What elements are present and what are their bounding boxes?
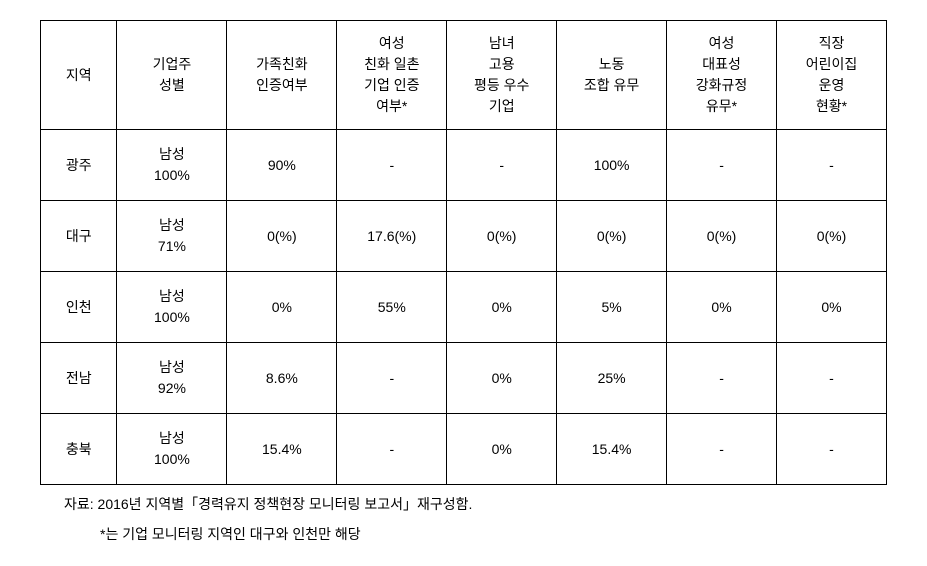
table-cell-women_rep: - [667, 130, 777, 201]
table-cell-women_rep: - [667, 343, 777, 414]
table-row: 충북남성100%15.4%-0%15.4%-- [41, 414, 887, 485]
table-header-region: 지역 [41, 21, 117, 130]
table-cell-women_rep: - [667, 414, 777, 485]
table-cell-union: 0(%) [557, 201, 667, 272]
table-cell-gender_equal: 0(%) [447, 201, 557, 272]
table-cell-childcare: 0% [777, 272, 887, 343]
footnote-line-1: 자료: 2016년 지역별「경력유지 정책현장 모니터링 보고서」재구성함. [40, 493, 887, 515]
table-cell-union: 25% [557, 343, 667, 414]
table-cell-childcare: 0(%) [777, 201, 887, 272]
table-cell-region: 충북 [41, 414, 117, 485]
table-header-gender_equal: 남녀고용평등 우수기업 [447, 21, 557, 130]
table-header-women_rep: 여성대표성강화규정유무* [667, 21, 777, 130]
table-cell-women_sme_cert: - [337, 130, 447, 201]
table-cell-owner_gender: 남성92% [117, 343, 227, 414]
table-cell-women_sme_cert: 55% [337, 272, 447, 343]
table-cell-family_cert: 15.4% [227, 414, 337, 485]
table-cell-owner_gender: 남성100% [117, 130, 227, 201]
table-cell-region: 인천 [41, 272, 117, 343]
table-cell-owner_gender: 남성71% [117, 201, 227, 272]
table-cell-family_cert: 0(%) [227, 201, 337, 272]
table-cell-region: 전남 [41, 343, 117, 414]
table-cell-childcare: - [777, 343, 887, 414]
table-cell-women_rep: 0% [667, 272, 777, 343]
table-cell-women_rep: 0(%) [667, 201, 777, 272]
table-header-family_cert: 가족친화인증여부 [227, 21, 337, 130]
table-header-childcare: 직장어린이집운영현황* [777, 21, 887, 130]
table-cell-owner_gender: 남성100% [117, 272, 227, 343]
table-body: 광주남성100%90%--100%--대구남성71%0(%)17.6(%)0(%… [41, 130, 887, 485]
table-header-women_sme_cert: 여성친화 일촌기업 인증여부* [337, 21, 447, 130]
table-cell-family_cert: 90% [227, 130, 337, 201]
table-cell-women_sme_cert: - [337, 414, 447, 485]
table-cell-gender_equal: - [447, 130, 557, 201]
table-cell-region: 광주 [41, 130, 117, 201]
table-header-owner_gender: 기업주성별 [117, 21, 227, 130]
table-head: 지역기업주성별가족친화인증여부여성친화 일촌기업 인증여부*남녀고용평등 우수기… [41, 21, 887, 130]
table-row: 인천남성100%0%55%0%5%0%0% [41, 272, 887, 343]
table-cell-gender_equal: 0% [447, 414, 557, 485]
table-row: 대구남성71%0(%)17.6(%)0(%)0(%)0(%)0(%) [41, 201, 887, 272]
table-cell-women_sme_cert: - [337, 343, 447, 414]
table-cell-family_cert: 0% [227, 272, 337, 343]
table-cell-region: 대구 [41, 201, 117, 272]
table-cell-union: 5% [557, 272, 667, 343]
table-cell-childcare: - [777, 130, 887, 201]
table-row: 광주남성100%90%--100%-- [41, 130, 887, 201]
table-row: 전남남성92%8.6%-0%25%-- [41, 343, 887, 414]
table-cell-owner_gender: 남성100% [117, 414, 227, 485]
data-table: 지역기업주성별가족친화인증여부여성친화 일촌기업 인증여부*남녀고용평등 우수기… [40, 20, 887, 485]
table-cell-childcare: - [777, 414, 887, 485]
table-header-row: 지역기업주성별가족친화인증여부여성친화 일촌기업 인증여부*남녀고용평등 우수기… [41, 21, 887, 130]
footnote-line-2: *는 기업 모니터링 지역인 대구와 인천만 해당 [40, 523, 887, 545]
table-cell-women_sme_cert: 17.6(%) [337, 201, 447, 272]
table-header-union: 노동조합 유무 [557, 21, 667, 130]
table-cell-union: 100% [557, 130, 667, 201]
table-cell-gender_equal: 0% [447, 272, 557, 343]
table-cell-union: 15.4% [557, 414, 667, 485]
table-cell-family_cert: 8.6% [227, 343, 337, 414]
table-cell-gender_equal: 0% [447, 343, 557, 414]
